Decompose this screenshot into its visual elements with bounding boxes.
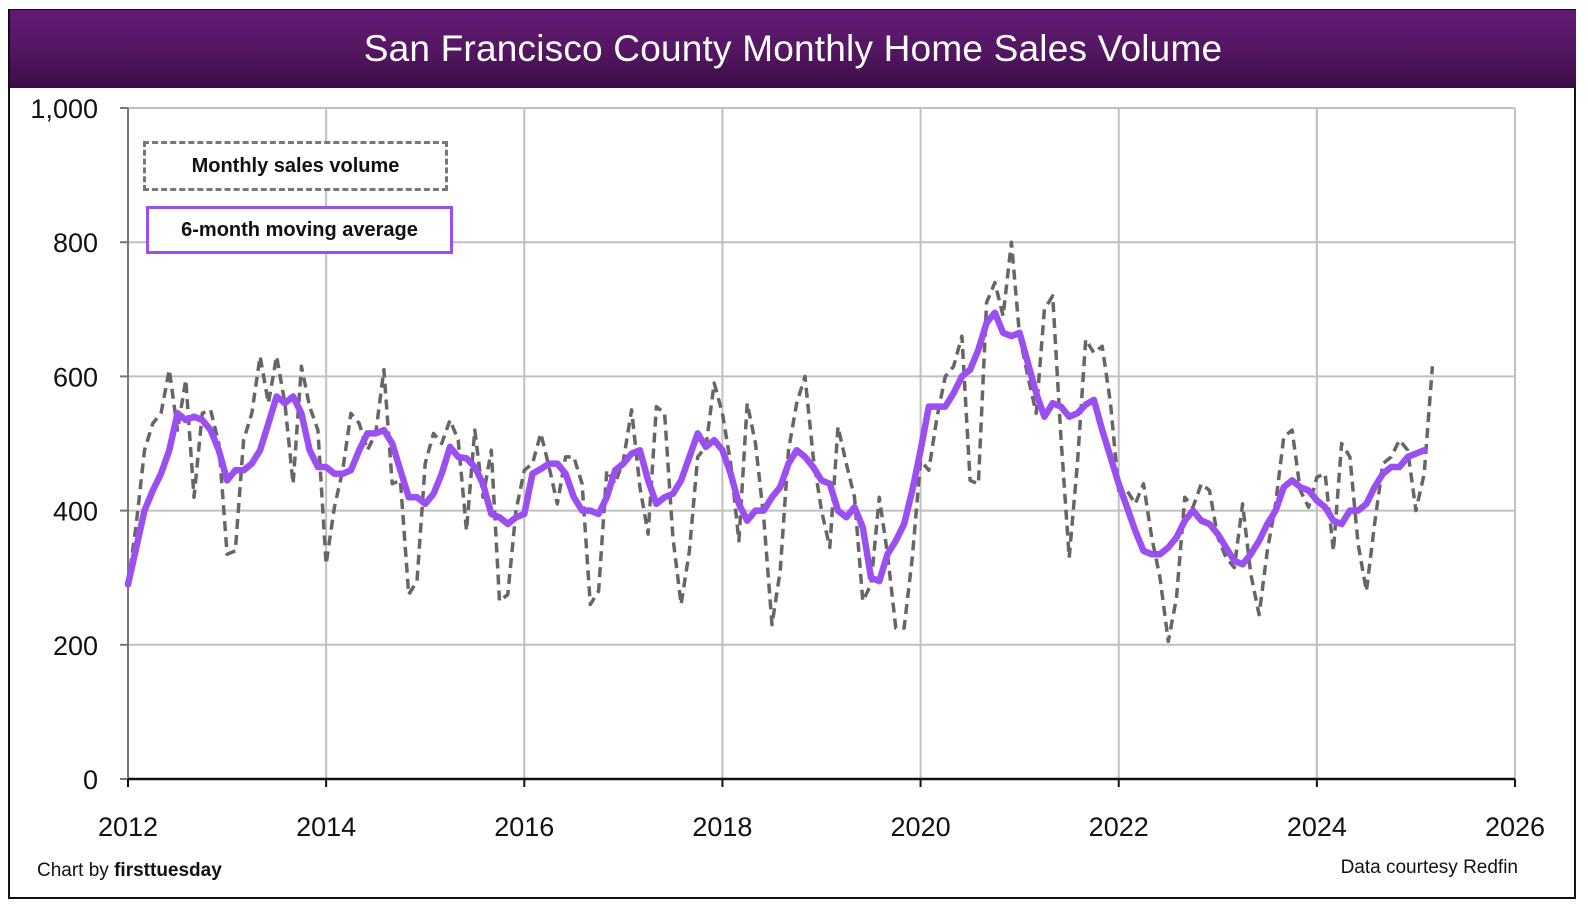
x-tick-label: 2016 [494,812,554,842]
axes [127,108,1515,781]
legend-average-label: 6-month moving average [181,218,418,241]
x-tick-label: 2012 [98,812,158,842]
y-tick-label: 0 [83,765,98,795]
y-tick-label: 400 [53,497,98,527]
y-tick-label: 600 [53,362,98,392]
y-axis-ticks: 0 200 400 600 800 1,000 [30,94,128,795]
x-tick-label: 2018 [692,812,752,842]
x-tick-label: 2022 [1089,812,1149,842]
y-tick-label: 1,000 [30,94,98,124]
series-lines [124,240,1435,644]
legend-moving-average: 6-month moving average [146,206,453,254]
legend-monthly-label: Monthly sales volume [191,154,400,177]
x-tick-label: 2024 [1287,812,1347,842]
x-tick-label: 2020 [891,812,951,842]
title-bar: San Francisco County Monthly Home Sales … [10,10,1576,88]
x-tick-label: 2026 [1485,812,1545,842]
credit-brand: firsttuesday [114,860,222,881]
moving-average-line [124,309,1428,588]
x-tick-label: 2014 [296,812,356,842]
monthly-sales-line [126,240,1435,644]
x-axis-ticks: 2012 2014 2016 2018 2020 2022 2024 2026 [98,779,1545,842]
legend-monthly-sales: Monthly sales volume [143,141,448,191]
chart-title: San Francisco County Monthly Home Sales … [363,28,1223,69]
y-tick-label: 200 [53,631,98,661]
credit-prefix: Chart by [37,860,115,881]
chart-credit: Chart by firsttuesday [37,860,222,882]
y-tick-label: 800 [53,228,98,258]
data-source: Data courtesy Redfin [1340,857,1518,878]
